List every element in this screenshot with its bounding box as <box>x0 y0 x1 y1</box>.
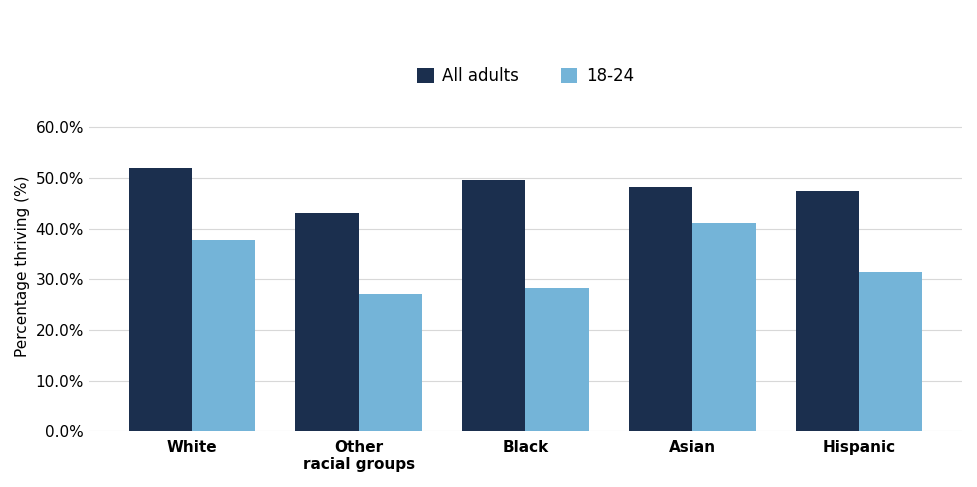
Y-axis label: Percentage thriving (%): Percentage thriving (%) <box>15 176 30 357</box>
Legend: All adults, 18-24: All adults, 18-24 <box>410 61 641 92</box>
Bar <box>526 288 589 431</box>
Bar <box>359 295 422 431</box>
Bar <box>859 272 922 431</box>
Bar <box>295 213 359 431</box>
Bar <box>629 187 693 431</box>
Bar <box>462 180 526 431</box>
Bar <box>795 190 859 431</box>
Bar <box>693 224 755 431</box>
Bar <box>191 240 255 431</box>
Bar <box>129 168 191 431</box>
